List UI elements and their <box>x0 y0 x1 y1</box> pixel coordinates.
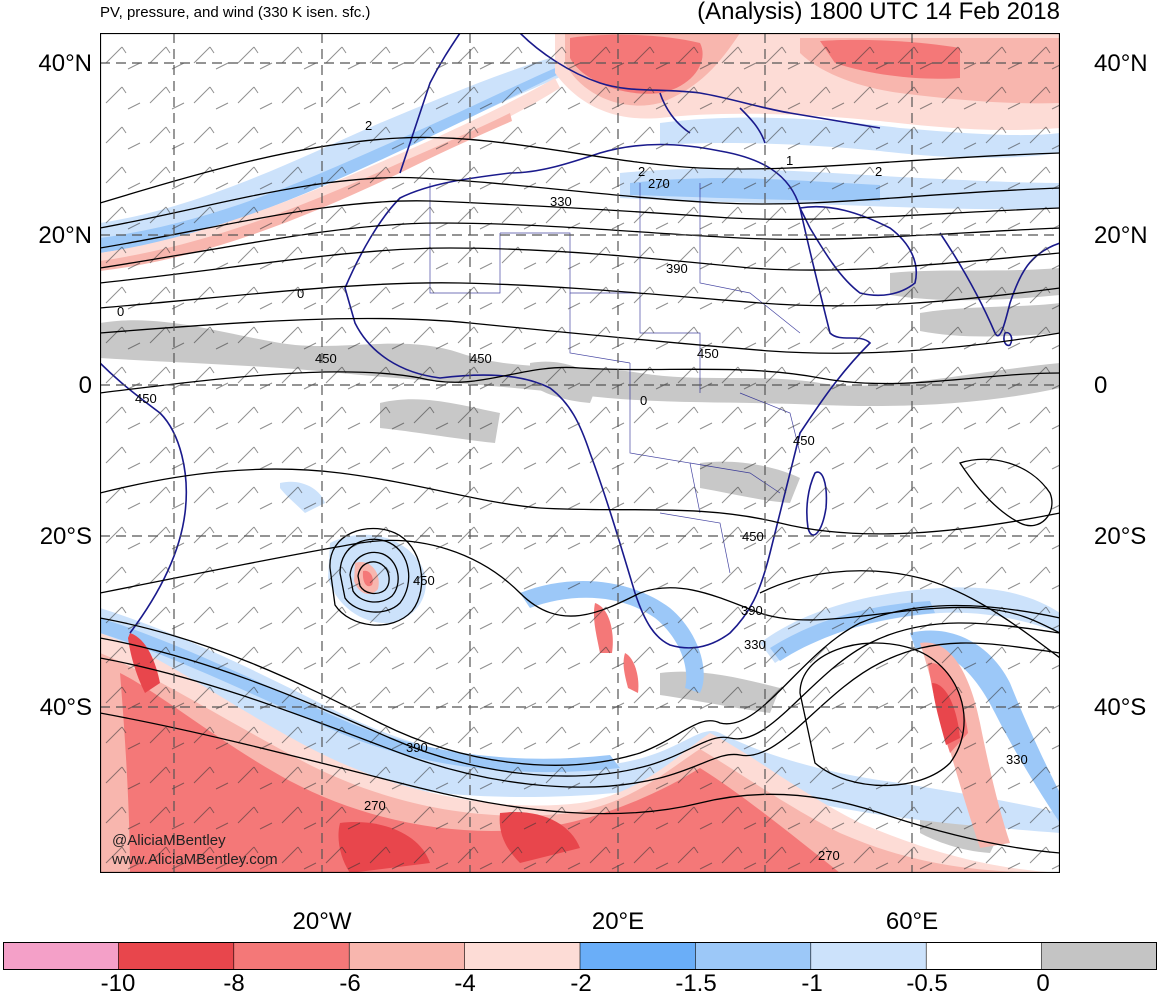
colorbar-label: -10 <box>100 970 136 997</box>
colorbar-label: -8 <box>223 970 245 997</box>
colorbar-swatch <box>695 942 812 970</box>
contour-label: 330 <box>1006 752 1028 767</box>
credit-twitter: @AliciaMBentley <box>112 832 226 849</box>
contour-label: 390 <box>406 740 428 755</box>
colorbar-label: -0.5 <box>906 970 948 997</box>
contour-label: 450 <box>793 433 815 448</box>
contour-label: 330 <box>550 194 572 209</box>
contour-label: 270 <box>648 176 670 191</box>
colorbar-swatch <box>579 942 697 970</box>
contour-label: 450 <box>135 391 157 406</box>
colorbar-label: -1.5 <box>675 970 717 997</box>
contour-label: 2 <box>875 164 882 179</box>
pressure-contours <box>100 136 1060 854</box>
lat-label-40n-right: 40°N <box>1094 50 1148 77</box>
colorbar-swatch <box>464 942 581 970</box>
map-subtitle: PV, pressure, and wind (330 K isen. sfc.… <box>100 4 371 21</box>
contour-label: 450 <box>742 529 764 544</box>
lat-label-20s: 20°S <box>39 523 92 550</box>
graticule <box>100 33 1060 873</box>
contour-label: 2 <box>365 118 372 133</box>
contour-label: 450 <box>315 351 337 366</box>
map-frame <box>100 33 1060 873</box>
lat-label-0-right: 0 <box>1094 372 1108 399</box>
weather-map: 2 2 270 330 1 2 390 0 0 450 450 450 450 … <box>100 33 1060 873</box>
colorbar-swatch <box>233 942 351 970</box>
colorbar-swatch <box>348 942 466 970</box>
colorbar <box>3 942 1157 970</box>
colorbar-label: 0 <box>1036 970 1050 997</box>
colorbar-swatch <box>118 942 235 970</box>
colorbar-swatch <box>1041 942 1157 970</box>
lon-label-60e: 60°E <box>885 908 939 935</box>
lat-label-0: 0 <box>78 372 92 399</box>
contour-label: 450 <box>470 351 492 366</box>
contour-label: 450 <box>697 346 719 361</box>
wind-barbs <box>100 33 1060 873</box>
contour-label: 390 <box>741 603 763 618</box>
contour-label: 270 <box>364 798 386 813</box>
colorbar-swatch <box>810 942 927 970</box>
lat-label-40n: 40°N <box>38 50 92 77</box>
contour-label: 0 <box>640 393 647 408</box>
contour-label: 0 <box>117 304 124 319</box>
lon-label-20w: 20°W <box>292 908 352 935</box>
contour-label: 1 <box>786 153 793 168</box>
lat-label-20s-right: 20°S <box>1094 523 1147 550</box>
lat-label-40s-right: 40°S <box>1094 694 1147 721</box>
colorbar-label: -6 <box>339 970 361 997</box>
map-title: (Analysis) 1800 UTC 14 Feb 2018 <box>697 0 1060 25</box>
colorbar-swatch <box>3 942 120 970</box>
lat-label-20n: 20°N <box>38 222 92 249</box>
lat-label-40s: 40°S <box>39 694 92 721</box>
contour-labels: 2 2 270 330 1 2 390 0 0 450 450 450 450 … <box>117 118 1028 863</box>
colorbar-label: -4 <box>454 970 476 997</box>
colorbar-label: -2 <box>570 970 592 997</box>
lat-label-20n-right: 20°N <box>1094 222 1148 249</box>
contour-label: 450 <box>413 573 435 588</box>
contour-label: 0 <box>297 286 304 301</box>
contour-label: 390 <box>666 261 688 276</box>
colorbar-label: -1 <box>801 970 823 997</box>
contour-label: 270 <box>818 848 840 863</box>
credit-website: www.AliciaMBentley.com <box>111 851 278 868</box>
contour-label: 330 <box>744 637 766 652</box>
contour-label: 2 <box>638 164 645 179</box>
colorbar-swatch <box>925 942 1043 970</box>
lon-label-20e: 20°E <box>591 908 645 935</box>
